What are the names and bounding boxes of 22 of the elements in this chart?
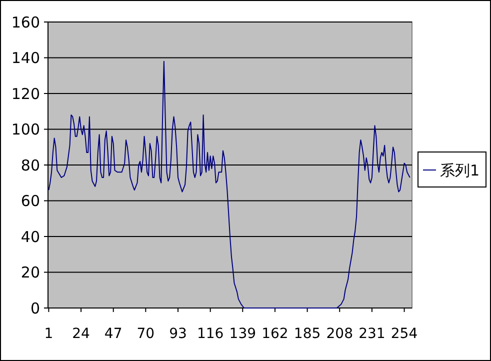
y-tick-label: 80	[20, 156, 40, 174]
x-tick-label: 185	[294, 326, 321, 342]
y-tick-label: 120	[11, 84, 40, 103]
y-tick-label: 100	[11, 120, 40, 138]
y-tick-label: 0	[30, 299, 40, 318]
x-tick-label: 47	[104, 326, 122, 342]
x-tick-label: 231	[358, 326, 386, 342]
x-tick-label: 93	[169, 326, 187, 342]
x-tick-label: 162	[262, 326, 288, 342]
y-tick-label: 40	[20, 228, 40, 246]
x-tick-label: 139	[229, 326, 256, 342]
x-tick-label: 1	[44, 326, 54, 342]
x-tick-label: 208	[326, 326, 353, 342]
y-tick-label: 20	[20, 264, 40, 282]
legend-label: 系列1	[440, 161, 480, 180]
y-tick-label: 140	[11, 49, 40, 67]
x-tick-label: 24	[72, 326, 90, 342]
x-tick-label: 116	[196, 326, 224, 342]
y-tick-label: 60	[20, 192, 40, 210]
x-tick-label: 70	[136, 326, 155, 342]
x-tick-label: 254	[390, 326, 418, 342]
y-tick-label: 160	[11, 13, 40, 32]
